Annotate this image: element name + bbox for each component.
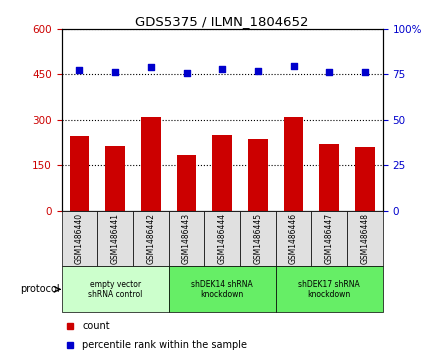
Point [76, 67, 83, 73]
Text: GSM1486448: GSM1486448 [360, 213, 370, 264]
Text: shDEK14 shRNA
knockdown: shDEK14 shRNA knockdown [191, 280, 253, 299]
Bar [213, 135, 232, 211]
Bar [70, 136, 89, 211]
Bar [312, 211, 347, 266]
Bar [177, 155, 196, 211]
Bar [319, 144, 339, 211]
Bar [204, 211, 240, 266]
Point [183, 70, 190, 76]
Bar [169, 211, 204, 266]
Bar [284, 117, 304, 211]
Text: empty vector
shRNA control: empty vector shRNA control [88, 280, 142, 299]
Text: percentile rank within the sample: percentile rank within the sample [82, 340, 247, 350]
Bar [347, 211, 383, 266]
Bar [133, 211, 169, 266]
Point [361, 69, 368, 75]
Bar [276, 211, 312, 266]
Bar [105, 146, 125, 211]
Point [147, 64, 154, 70]
Text: GSM1486444: GSM1486444 [218, 213, 227, 264]
Text: GSM1486445: GSM1486445 [253, 213, 262, 264]
Point [254, 68, 261, 74]
Point [290, 63, 297, 69]
Text: shDEK17 shRNA
knockdown: shDEK17 shRNA knockdown [298, 280, 360, 299]
Bar [276, 266, 383, 312]
Text: count: count [82, 321, 110, 331]
Bar [97, 211, 133, 266]
Point [112, 69, 119, 75]
Bar [355, 147, 375, 211]
Bar [62, 211, 97, 266]
Text: GSM1486441: GSM1486441 [110, 213, 120, 264]
Bar [240, 211, 276, 266]
Text: GSM1486447: GSM1486447 [325, 213, 334, 264]
Bar [141, 117, 161, 211]
Bar [169, 266, 276, 312]
Bar [248, 139, 268, 211]
Text: GSM1486443: GSM1486443 [182, 213, 191, 264]
Point [219, 66, 226, 72]
Title: GDS5375 / ILMN_1804652: GDS5375 / ILMN_1804652 [136, 15, 309, 28]
Point [326, 69, 333, 75]
Text: GSM1486440: GSM1486440 [75, 213, 84, 264]
Text: GSM1486446: GSM1486446 [289, 213, 298, 264]
Text: protocol: protocol [20, 284, 60, 294]
Text: GSM1486442: GSM1486442 [147, 213, 155, 264]
Bar [62, 266, 169, 312]
